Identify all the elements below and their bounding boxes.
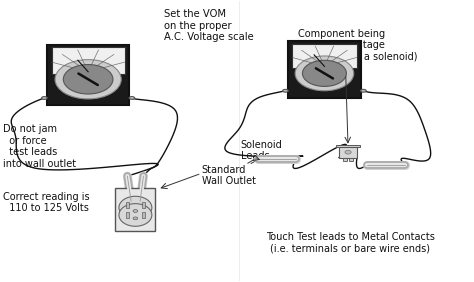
Bar	[339, 147, 357, 158]
Ellipse shape	[283, 89, 288, 92]
Ellipse shape	[119, 204, 152, 226]
Text: Correct reading is
  110 to 125 Volts: Correct reading is 110 to 125 Volts	[3, 191, 90, 213]
Text: Touch Test leads to Metal Contacts
(i.e. terminals or bare wire ends): Touch Test leads to Metal Contacts (i.e.…	[266, 232, 435, 254]
Ellipse shape	[129, 96, 135, 99]
Bar	[349, 158, 354, 161]
Bar	[47, 45, 129, 105]
Ellipse shape	[42, 96, 47, 99]
Ellipse shape	[133, 210, 138, 212]
Ellipse shape	[55, 60, 121, 99]
Ellipse shape	[302, 60, 346, 86]
Bar	[142, 212, 145, 218]
Ellipse shape	[64, 65, 113, 94]
Bar	[115, 188, 155, 232]
Ellipse shape	[295, 56, 354, 91]
Text: Component being
tested for voltage
(in this case, a solenoid): Component being tested for voltage (in t…	[299, 29, 418, 62]
Text: Set the VOM
on the proper
A.C. Voltage scale: Set the VOM on the proper A.C. Voltage s…	[164, 9, 254, 42]
Bar	[126, 212, 129, 218]
Bar	[126, 202, 129, 208]
Text: Do not jam
  or force
  test leads
into wall outlet: Do not jam or force test leads into wall…	[3, 124, 76, 169]
Text: Solenoid
Leads: Solenoid Leads	[241, 140, 283, 161]
Ellipse shape	[361, 89, 366, 92]
Ellipse shape	[133, 217, 138, 220]
Bar	[292, 44, 356, 68]
Bar	[142, 202, 145, 208]
Text: Standard
Wall Outlet: Standard Wall Outlet	[201, 165, 255, 186]
Ellipse shape	[345, 150, 351, 154]
Ellipse shape	[119, 196, 152, 219]
Bar	[337, 145, 360, 147]
Bar	[343, 158, 347, 161]
Bar	[288, 41, 361, 98]
Bar	[52, 47, 125, 74]
